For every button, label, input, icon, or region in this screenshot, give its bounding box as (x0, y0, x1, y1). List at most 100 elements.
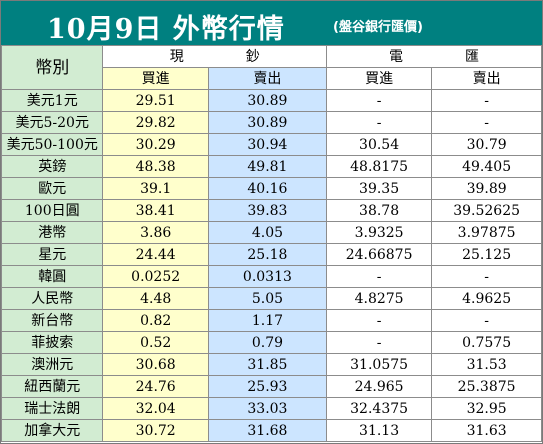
table-row: 美元1元 29.51 30.89- - (0, 89, 542, 112)
wire-sell-cell: - (431, 89, 542, 112)
cash-buy-cell: 30.68 (102, 353, 209, 376)
wire-sell-cell: 3.97875 (431, 221, 542, 244)
wire-sell-header: 賣出 (431, 67, 542, 90)
currency-name: 新台幣 (0, 309, 104, 332)
cash-buy-cell: 29.82 (102, 111, 209, 134)
wire-buy-cell: - (325, 111, 433, 134)
cash-buy-cell: 3.86 (102, 221, 209, 244)
wire-sell-cell: 39.52625 (431, 199, 542, 222)
cash-group-label: 現鈔 (169, 48, 322, 65)
currency-name: 美元5-20元 (0, 111, 104, 134)
cash-sell-cell: 4.05 (207, 221, 327, 244)
table-row: 美元5-20元 29.82 30.89- - (0, 111, 542, 134)
page-title: 10月9日 外幣行情 (47, 14, 285, 45)
wire-buy-cell: 48.8175 (325, 155, 433, 178)
wire-buy-cell: 4.8275 (325, 287, 433, 310)
table-row: 英鎊 48.38 49.81 48.8175 49.405 (0, 155, 542, 178)
currency-name: 人民幣 (0, 287, 104, 310)
currency-name: 紐西蘭元 (0, 375, 104, 398)
currency-name: 菲披索 (0, 331, 104, 354)
wire-buy-cell: - (325, 331, 433, 354)
table-row: 新台幣 0.82 1.17- - (0, 309, 542, 332)
cash-sell-cell: 5.05 (207, 287, 327, 310)
cash-buy-cell: 32.04 (102, 397, 209, 420)
table-row: 紐西蘭元 24.76 25.93 24.965 25.3875 (0, 375, 542, 398)
wire-sell-cell: 39.89 (431, 177, 542, 200)
wire-sell-cell: 25.125 (431, 243, 542, 266)
wire-group-header: 電匯 (325, 45, 543, 68)
currency-name: 港幣 (0, 221, 104, 244)
wire-sell-cell: 0.7575 (431, 331, 542, 354)
rate-table: 幣別 現鈔 電匯 買進 賣出 買進 賣出 美元1元 29.51 30.89- - 美元5… (0, 45, 543, 442)
wire-buy-cell: - (325, 89, 433, 112)
currency-name: 澳洲元 (0, 353, 104, 376)
wire-sell-cell: 49.405 (431, 155, 542, 178)
wire-buy-cell: 24.66875 (325, 243, 433, 266)
wire-buy-cell: 31.13 (325, 419, 433, 442)
wire-buy-cell: 24.965 (325, 375, 433, 398)
table-row: 菲披索 0.52 0.79-0.7575 (0, 331, 542, 354)
cash-buy-header: 買進 (102, 67, 209, 90)
cash-sell-cell: 25.93 (207, 375, 327, 398)
title-bar: 10月9日 外幣行情 (盤谷銀行匯價) (1, 1, 542, 45)
wire-buy-cell: 39.35 (325, 177, 433, 200)
cash-buy-cell: 24.76 (102, 375, 209, 398)
wire-group-label: 電匯 (388, 48, 541, 65)
wire-buy-cell: - (325, 309, 433, 332)
wire-buy-cell: 30.54 (325, 133, 433, 156)
table-row: 美元50-100元 30.29 30.94 30.54 30.79 (0, 133, 542, 156)
wire-buy-cell: - (325, 265, 433, 288)
cash-sell-cell: 40.16 (207, 177, 327, 200)
cash-sell-cell: 33.03 (207, 397, 327, 420)
wire-buy-cell: 31.0575 (325, 353, 433, 376)
cash-sell-cell: 31.85 (207, 353, 327, 376)
wire-sell-cell: - (431, 111, 542, 134)
page-subtitle: (盤谷銀行匯價) (333, 20, 423, 35)
wire-sell-cell: 32.95 (431, 397, 542, 420)
wire-sell-cell: 31.63 (431, 419, 542, 442)
cash-sell-cell: 39.83 (207, 199, 327, 222)
currency-name: 美元50-100元 (0, 133, 104, 156)
table-row: 人民幣 4.48 5.05 4.8275 4.9625 (0, 287, 542, 310)
cash-buy-cell: 24.44 (102, 243, 209, 266)
wire-sell-cell: - (431, 309, 542, 332)
cash-buy-cell: 0.82 (102, 309, 209, 332)
wire-buy-cell: 38.78 (325, 199, 433, 222)
cash-sell-cell: 0.0313 (207, 265, 327, 288)
currency-name: 瑞士法朗 (0, 397, 104, 420)
cash-buy-cell: 4.48 (102, 287, 209, 310)
cash-buy-cell: 39.1 (102, 177, 209, 200)
table-row: 星元 24.44 25.18 24.66875 25.125 (0, 243, 542, 266)
currency-name: 英鎊 (0, 155, 104, 178)
cash-buy-cell: 0.0252 (102, 265, 209, 288)
cash-group-header: 現鈔 (102, 45, 327, 68)
cash-buy-cell: 30.29 (102, 133, 209, 156)
wire-sell-cell: 30.79 (431, 133, 542, 156)
cash-buy-cell: 29.51 (102, 89, 209, 112)
table-row: 瑞士法朗 32.04 33.03 32.4375 32.95 (0, 397, 542, 420)
currency-name: 美元1元 (0, 89, 104, 112)
cash-buy-cell: 38.41 (102, 199, 209, 222)
wire-sell-cell: 31.53 (431, 353, 542, 376)
table-row: 港幣 3.86 4.05 3.9325 3.97875 (0, 221, 542, 244)
wire-sell-cell: 25.3875 (431, 375, 542, 398)
cash-buy-cell: 30.72 (102, 419, 209, 442)
table-row: 歐元 39.1 40.16 39.35 39.89 (0, 177, 542, 200)
wire-sell-cell: - (431, 265, 542, 288)
table-row: 100日圓 38.41 39.83 38.78 39.52625 (0, 199, 542, 222)
cash-sell-cell: 25.18 (207, 243, 327, 266)
table-row: 澳洲元 30.68 31.85 31.0575 31.53 (0, 353, 542, 376)
cash-sell-cell: 30.89 (207, 89, 327, 112)
currency-name: 韓圓 (0, 265, 104, 288)
currency-name: 星元 (0, 243, 104, 266)
currency-name: 歐元 (0, 177, 104, 200)
wire-sell-cell: 4.9625 (431, 287, 542, 310)
cash-sell-cell: 49.81 (207, 155, 327, 178)
cash-sell-cell: 1.17 (207, 309, 327, 332)
cash-sell-cell: 30.89 (207, 111, 327, 134)
currency-column-header: 幣別 (0, 45, 104, 90)
table-row: 加拿大元 30.72 31.68 31.13 31.63 (0, 419, 542, 442)
wire-buy-cell: 3.9325 (325, 221, 433, 244)
cash-sell-cell: 0.79 (207, 331, 327, 354)
currency-name: 加拿大元 (0, 419, 104, 442)
